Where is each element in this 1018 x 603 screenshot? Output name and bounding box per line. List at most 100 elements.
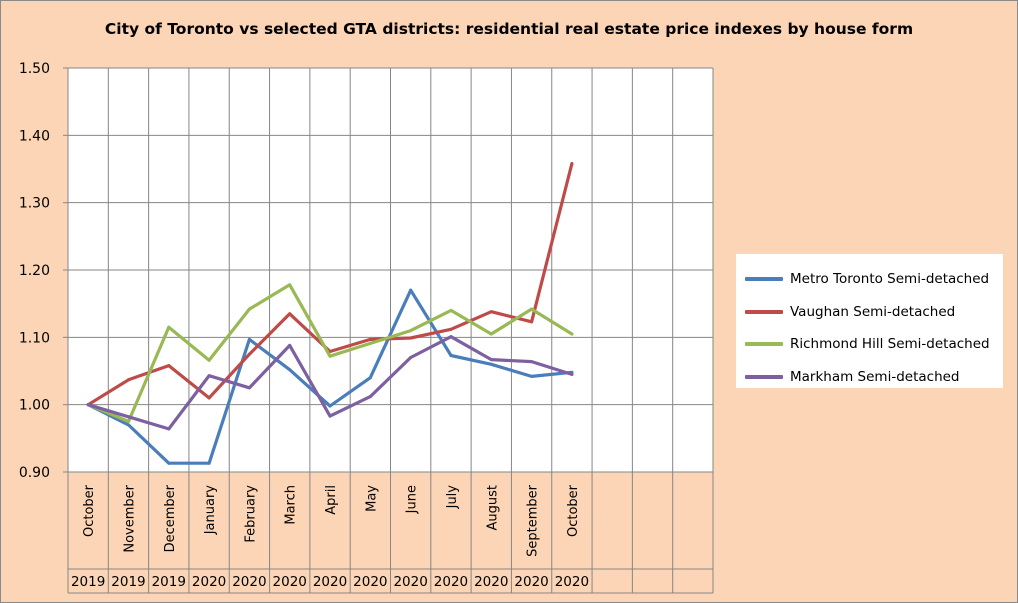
data-point <box>570 332 574 336</box>
x-year-label: 2020 <box>474 574 508 590</box>
x-tick-label: March <box>284 485 299 525</box>
data-point <box>288 312 292 316</box>
data-point <box>126 378 130 382</box>
data-point <box>207 374 211 378</box>
data-point <box>368 337 372 341</box>
x-tick-label: January <box>203 485 218 536</box>
x-tick-label: August <box>485 485 500 531</box>
data-point <box>328 354 332 358</box>
legend-swatch <box>745 309 783 314</box>
legend: Metro Toronto Semi-detached Vaughan Semi… <box>736 254 1003 388</box>
legend-item-markham: Markham Semi-detached <box>736 361 1003 394</box>
legend-label: Metro Toronto Semi-detached <box>790 271 990 288</box>
y-tick-label: 1.00 <box>19 398 50 414</box>
data-point <box>126 420 130 423</box>
x-year-label: 2019 <box>71 574 105 590</box>
y-tick-label: 1.50 <box>19 61 50 77</box>
data-point <box>570 372 574 376</box>
y-tick-label: 1.20 <box>19 263 50 279</box>
data-point <box>288 368 292 372</box>
x-year-label: 2020 <box>313 574 347 590</box>
legend-label: Markham Semi-detached <box>790 368 960 385</box>
x-year-label: 2019 <box>152 574 186 590</box>
legend-label: Vaughan Semi-detached <box>790 303 956 320</box>
category-table <box>67 472 714 594</box>
data-point <box>449 354 453 358</box>
data-point <box>570 162 574 166</box>
data-point <box>368 376 372 380</box>
y-tick-label: 1.30 <box>19 196 50 212</box>
x-tick-label: April <box>324 485 339 515</box>
data-point <box>489 358 493 362</box>
data-point <box>328 414 332 418</box>
data-point <box>86 403 90 407</box>
x-year-label: 2020 <box>192 574 226 590</box>
data-point <box>247 307 251 311</box>
chart-title: City of Toronto vs selected GTA district… <box>104 20 914 38</box>
data-point <box>126 415 130 419</box>
data-point <box>409 336 413 340</box>
data-point <box>288 343 292 347</box>
data-point <box>368 395 372 399</box>
legend-swatch <box>745 277 783 282</box>
legend-item-metro-toronto: Metro Toronto Semi-detached <box>736 263 1003 296</box>
data-point <box>328 404 332 408</box>
x-tick-label: November <box>122 484 137 552</box>
x-year-label: 2020 <box>232 574 266 590</box>
x-year-label: 2020 <box>393 574 427 590</box>
data-point <box>126 423 130 427</box>
data-point <box>449 327 453 331</box>
data-point <box>247 337 251 341</box>
x-tick-label: July <box>445 485 460 510</box>
x-tick-label: September <box>526 484 541 557</box>
data-point <box>167 325 171 329</box>
data-point <box>409 329 413 333</box>
data-point <box>207 358 211 362</box>
data-point <box>167 427 171 431</box>
legend-item-vaughan: Vaughan Semi-detached <box>736 296 1003 329</box>
y-tick-label: 0.90 <box>19 465 50 481</box>
x-year-label: 2020 <box>273 574 307 590</box>
data-point <box>409 356 413 360</box>
x-year-label: 2020 <box>353 574 387 590</box>
data-point <box>207 461 211 465</box>
data-point <box>247 352 251 356</box>
x-tick-label: October <box>82 484 97 537</box>
data-point <box>489 362 493 366</box>
data-point <box>530 360 534 364</box>
data-point <box>207 396 211 400</box>
data-point <box>530 307 534 311</box>
x-tick-label: December <box>163 484 178 552</box>
data-point <box>167 461 171 465</box>
x-tick-label: October <box>566 484 581 537</box>
data-point <box>167 364 171 368</box>
data-point <box>368 341 372 345</box>
x-tick-label: June <box>405 485 420 514</box>
legend-swatch <box>745 342 783 347</box>
data-point <box>409 288 413 292</box>
legend-item-richmond-hill: Richmond Hill Semi-detached <box>736 328 1003 361</box>
x-axis: October 2019 November 2019 December 2019 Janua… <box>71 484 589 590</box>
x-year-label: 2019 <box>111 574 145 590</box>
x-tick-label: May <box>364 485 379 512</box>
x-year-label: 2020 <box>555 574 589 590</box>
legend-label: Richmond Hill Semi-detached <box>790 336 990 353</box>
data-point <box>530 374 534 378</box>
y-axis: 0.90 1.00 1.10 1.20 1.30 1.40 1.50 <box>19 61 50 481</box>
y-tick-label: 1.10 <box>19 330 50 346</box>
x-tick-label: February <box>243 485 258 543</box>
data-point <box>449 335 453 339</box>
legend-swatch <box>745 374 783 379</box>
data-point <box>489 310 493 314</box>
data-point <box>288 283 292 287</box>
x-year-label: 2020 <box>514 574 548 590</box>
data-point <box>247 386 251 390</box>
series-lines <box>86 162 574 465</box>
data-point <box>449 308 453 312</box>
data-point <box>489 332 493 336</box>
data-point <box>530 320 534 324</box>
x-year-label: 2020 <box>434 574 468 590</box>
y-tick-label: 1.40 <box>19 128 50 144</box>
